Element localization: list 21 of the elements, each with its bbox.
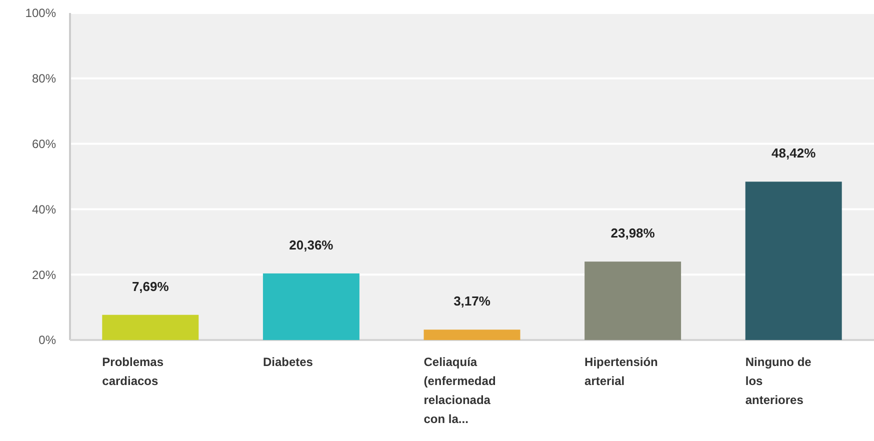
x-tick-label: Diabetes <box>262 355 314 369</box>
x-tick-label: Problemas cardiacos <box>102 355 164 388</box>
bar <box>424 330 520 340</box>
data-label: 23,98% <box>610 226 656 241</box>
bar <box>102 314 199 340</box>
x-tick-label: Celiaquía (enfermedad relacionada con la... <box>424 355 496 426</box>
y-tick-label: 100% <box>25 6 56 20</box>
bar <box>745 182 842 340</box>
data-label: 20,36% <box>289 237 334 252</box>
y-tick-label: 80% <box>32 72 56 86</box>
data-label: 3,17% <box>454 294 491 309</box>
data-label: 48,42% <box>772 146 816 161</box>
data-label: 7,69% <box>132 278 170 294</box>
y-tick-label: 60% <box>32 137 56 151</box>
bar <box>584 262 682 340</box>
y-tick-label: 0% <box>38 333 56 348</box>
y-tick-label: 40% <box>32 202 56 216</box>
x-tick-label: Hipertensión arterial <box>584 355 658 388</box>
x-tick-label: Ninguno de los anteriores <box>745 355 812 407</box>
y-tick-label: 20% <box>32 268 56 282</box>
bar <box>262 273 360 340</box>
